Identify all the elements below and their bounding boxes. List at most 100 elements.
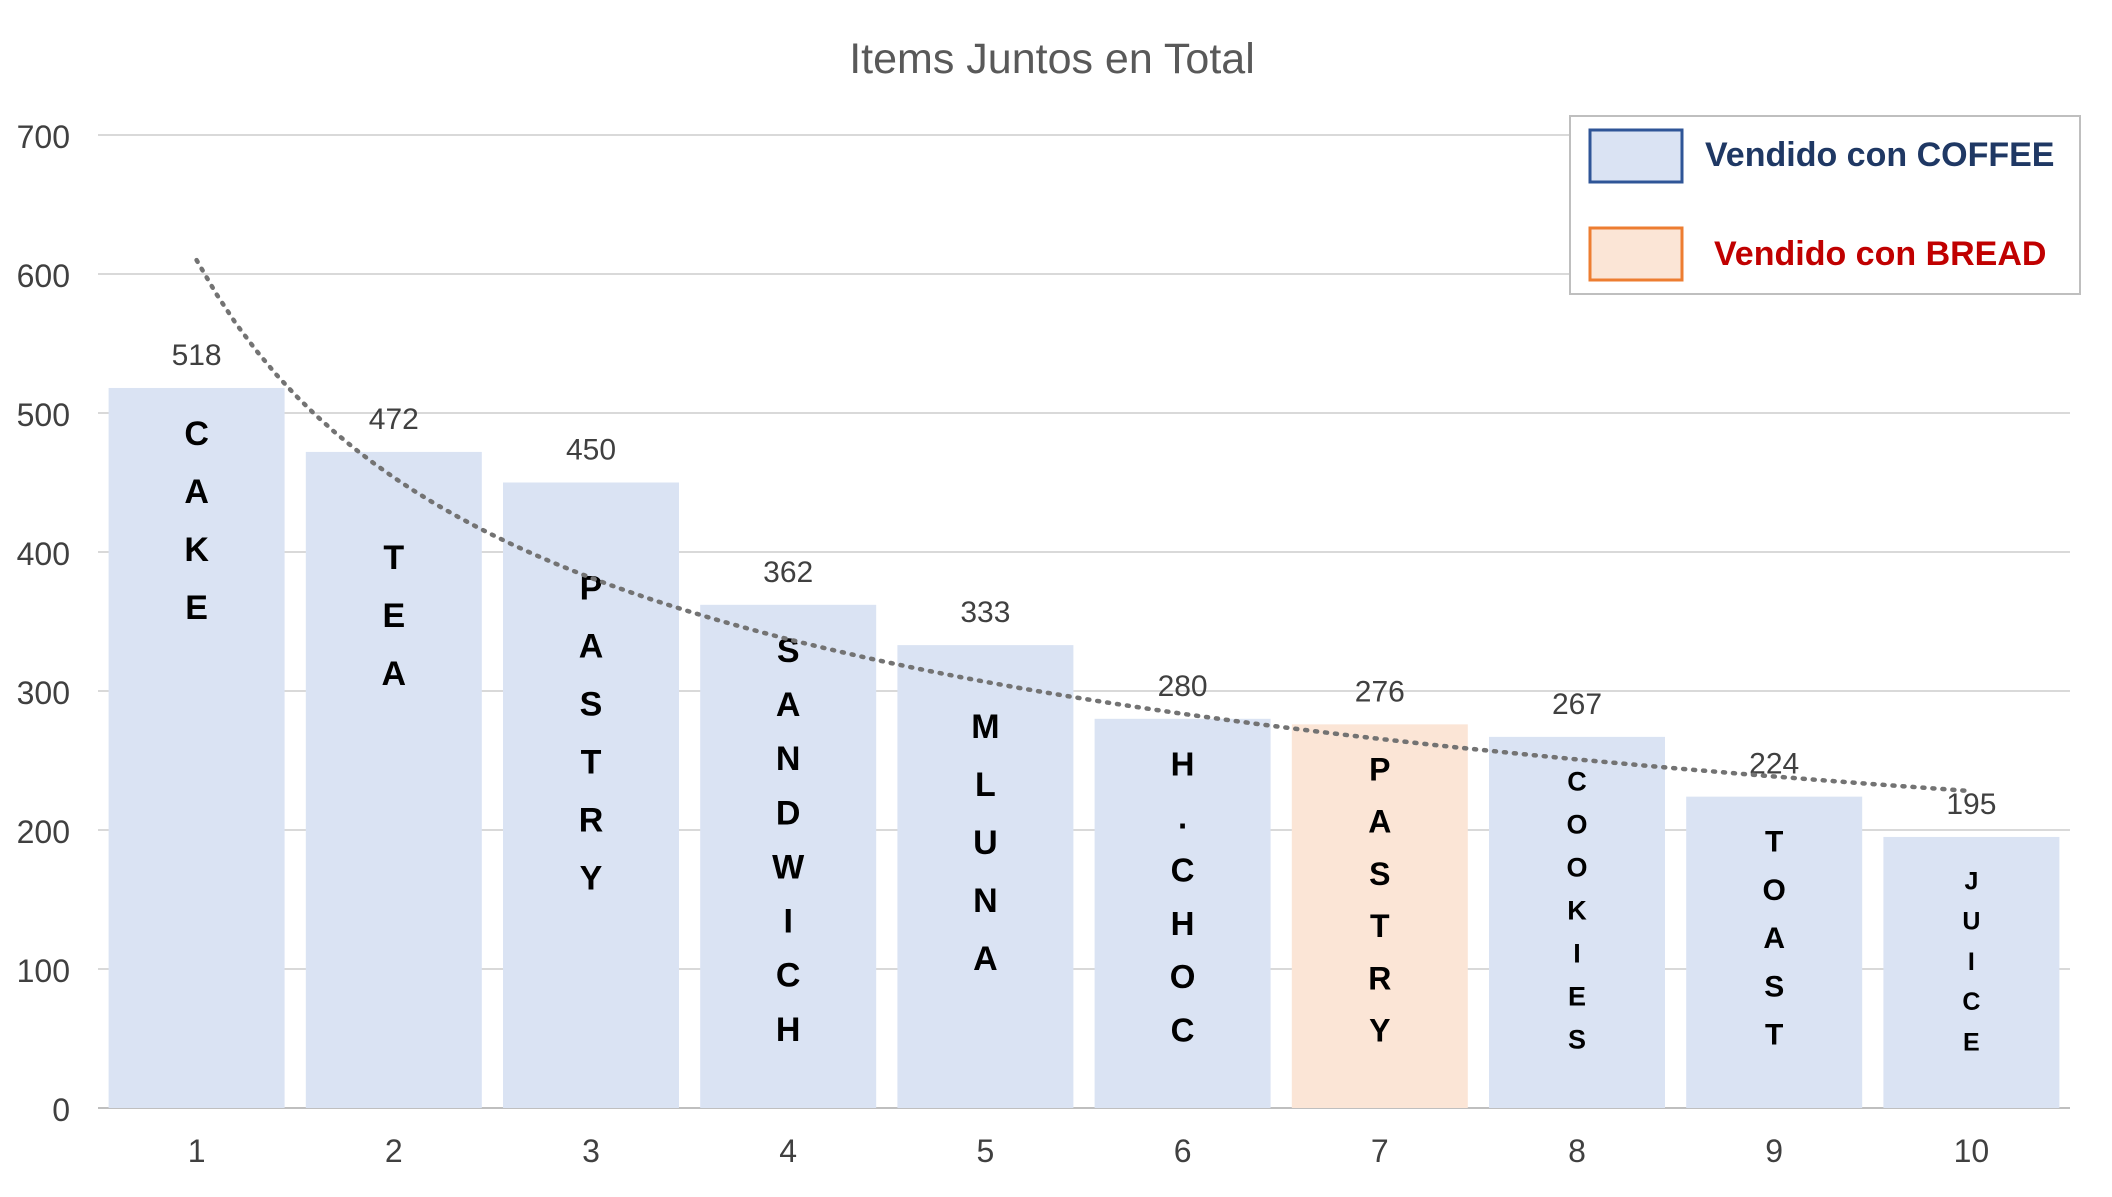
legend-label-bread: Vendido con BREAD — [1714, 235, 2046, 273]
bar-item-letter: E — [185, 589, 208, 627]
y-tick-label: 300 — [17, 675, 70, 711]
bar-item-label: TEA — [382, 539, 407, 693]
bar-item-letter: A — [1368, 804, 1391, 840]
y-axis-ticks: 0 100 200 300 400 500 600 700 — [17, 119, 70, 1128]
x-tick-label: 1 — [188, 1133, 206, 1169]
bar-10 — [1883, 836, 2060, 1108]
y-tick-label: 400 — [17, 536, 70, 572]
bar-item-letter: O — [1170, 958, 1196, 995]
y-tick-label: 0 — [52, 1092, 70, 1128]
bar-item-letter: H — [1171, 905, 1195, 942]
bar-value-label: 267 — [1552, 688, 1602, 721]
trendline — [194, 257, 1974, 794]
bar-item-letter: D — [776, 794, 801, 832]
bar-2 — [305, 451, 482, 1108]
bar-item-letter: C — [1567, 766, 1587, 796]
bar-item-letter: H — [1171, 745, 1195, 782]
bar-value-label: 195 — [1946, 788, 1996, 821]
x-tick-label: 5 — [977, 1133, 995, 1169]
bar-item-letter: N — [776, 740, 801, 778]
bar-value-label: 450 — [566, 434, 616, 467]
bar-item-letter: R — [1368, 960, 1391, 996]
bar-item-letter: O — [1566, 852, 1587, 882]
x-tick-label: 10 — [1954, 1133, 1990, 1169]
bar-item-letter: N — [973, 882, 998, 920]
x-tick-label: 4 — [779, 1133, 797, 1169]
bar-item-letter: T — [1370, 908, 1390, 944]
bar-item-letter: M — [971, 708, 999, 746]
bar-item-letter: C — [776, 957, 801, 995]
bar-item-letter: C — [1962, 988, 1980, 1016]
bar-item-letter: U — [1962, 908, 1980, 936]
bar-item-letter: Y — [1369, 1013, 1390, 1049]
x-tick-label: 8 — [1568, 1133, 1586, 1169]
bar-item-letter: S — [777, 632, 800, 670]
x-tick-label: 9 — [1765, 1133, 1783, 1169]
bar-item-letter: A — [382, 655, 407, 693]
bar-7 — [1291, 724, 1468, 1108]
y-tick-label: 700 — [17, 119, 70, 155]
legend-swatch-bread — [1588, 226, 1684, 282]
x-tick-label: 7 — [1371, 1133, 1389, 1169]
bar-item-letter: K — [184, 531, 209, 569]
bar-item-letter: O — [1763, 874, 1786, 907]
bar-item-letter: R — [579, 802, 604, 840]
chart-title: Items Juntos en Total — [849, 35, 1255, 83]
bar-8 — [1489, 736, 1665, 1108]
bar-9 — [1686, 796, 1863, 1108]
y-tick-label: 600 — [17, 258, 70, 294]
bar-item-letter: A — [579, 628, 604, 666]
x-tick-label: 2 — [385, 1133, 403, 1169]
x-tick-label: 3 — [582, 1133, 600, 1169]
x-tick-label: 6 — [1174, 1133, 1192, 1169]
bar-item-letter: J — [1964, 867, 1978, 895]
bar-item-letter: K — [1567, 895, 1587, 925]
bar-4 — [700, 604, 877, 1108]
bar-item-letter: A — [184, 473, 209, 511]
legend-swatch-coffee — [1588, 128, 1684, 184]
bar-item-letter: A — [776, 686, 801, 724]
bar-item-letter: O — [1566, 809, 1587, 839]
bar-item-letter: E — [1568, 981, 1586, 1011]
bar-item-letter: T — [581, 744, 602, 782]
bar-1 — [108, 387, 285, 1109]
bar-item-letter: S — [1764, 970, 1784, 1003]
bar-item-letter: S — [580, 686, 603, 724]
bar-item-letter: T — [383, 539, 404, 577]
bar-value-label: 472 — [369, 403, 419, 436]
bar-value-label: 280 — [1158, 670, 1208, 703]
bar-item-letter: A — [1763, 922, 1785, 955]
bar-item-letter: L — [975, 766, 996, 804]
x-axis-ticks: 1 2 3 4 5 6 7 8 9 10 — [188, 1133, 1989, 1169]
bar-item-letter: I — [783, 903, 792, 941]
bar-value-label: 333 — [960, 596, 1010, 629]
bar-5 — [897, 645, 1074, 1108]
bar-item-letter: I — [1968, 948, 1975, 976]
bar-item-letter: T — [1765, 826, 1783, 859]
bar-6 — [1094, 718, 1271, 1108]
y-tick-label: 500 — [17, 397, 70, 433]
bar-item-letter: C — [1171, 852, 1195, 889]
y-tick-label: 200 — [17, 814, 70, 850]
bar-item-letter: U — [973, 824, 998, 862]
legend-label-coffee: Vendido con COFFEE — [1705, 136, 2054, 174]
bar-item-letter: C — [184, 415, 209, 453]
bar-item-letter: A — [973, 940, 998, 978]
bar-item-letter: H — [776, 1011, 801, 1049]
y-tick-label: 100 — [17, 953, 70, 989]
trendline-path — [194, 257, 1974, 794]
bar-item-letter: T — [1765, 1019, 1783, 1052]
bar-item-letter: S — [1568, 1024, 1586, 1054]
bar-item-letter: I — [1573, 938, 1581, 968]
bar-item-letter: E — [382, 597, 405, 635]
